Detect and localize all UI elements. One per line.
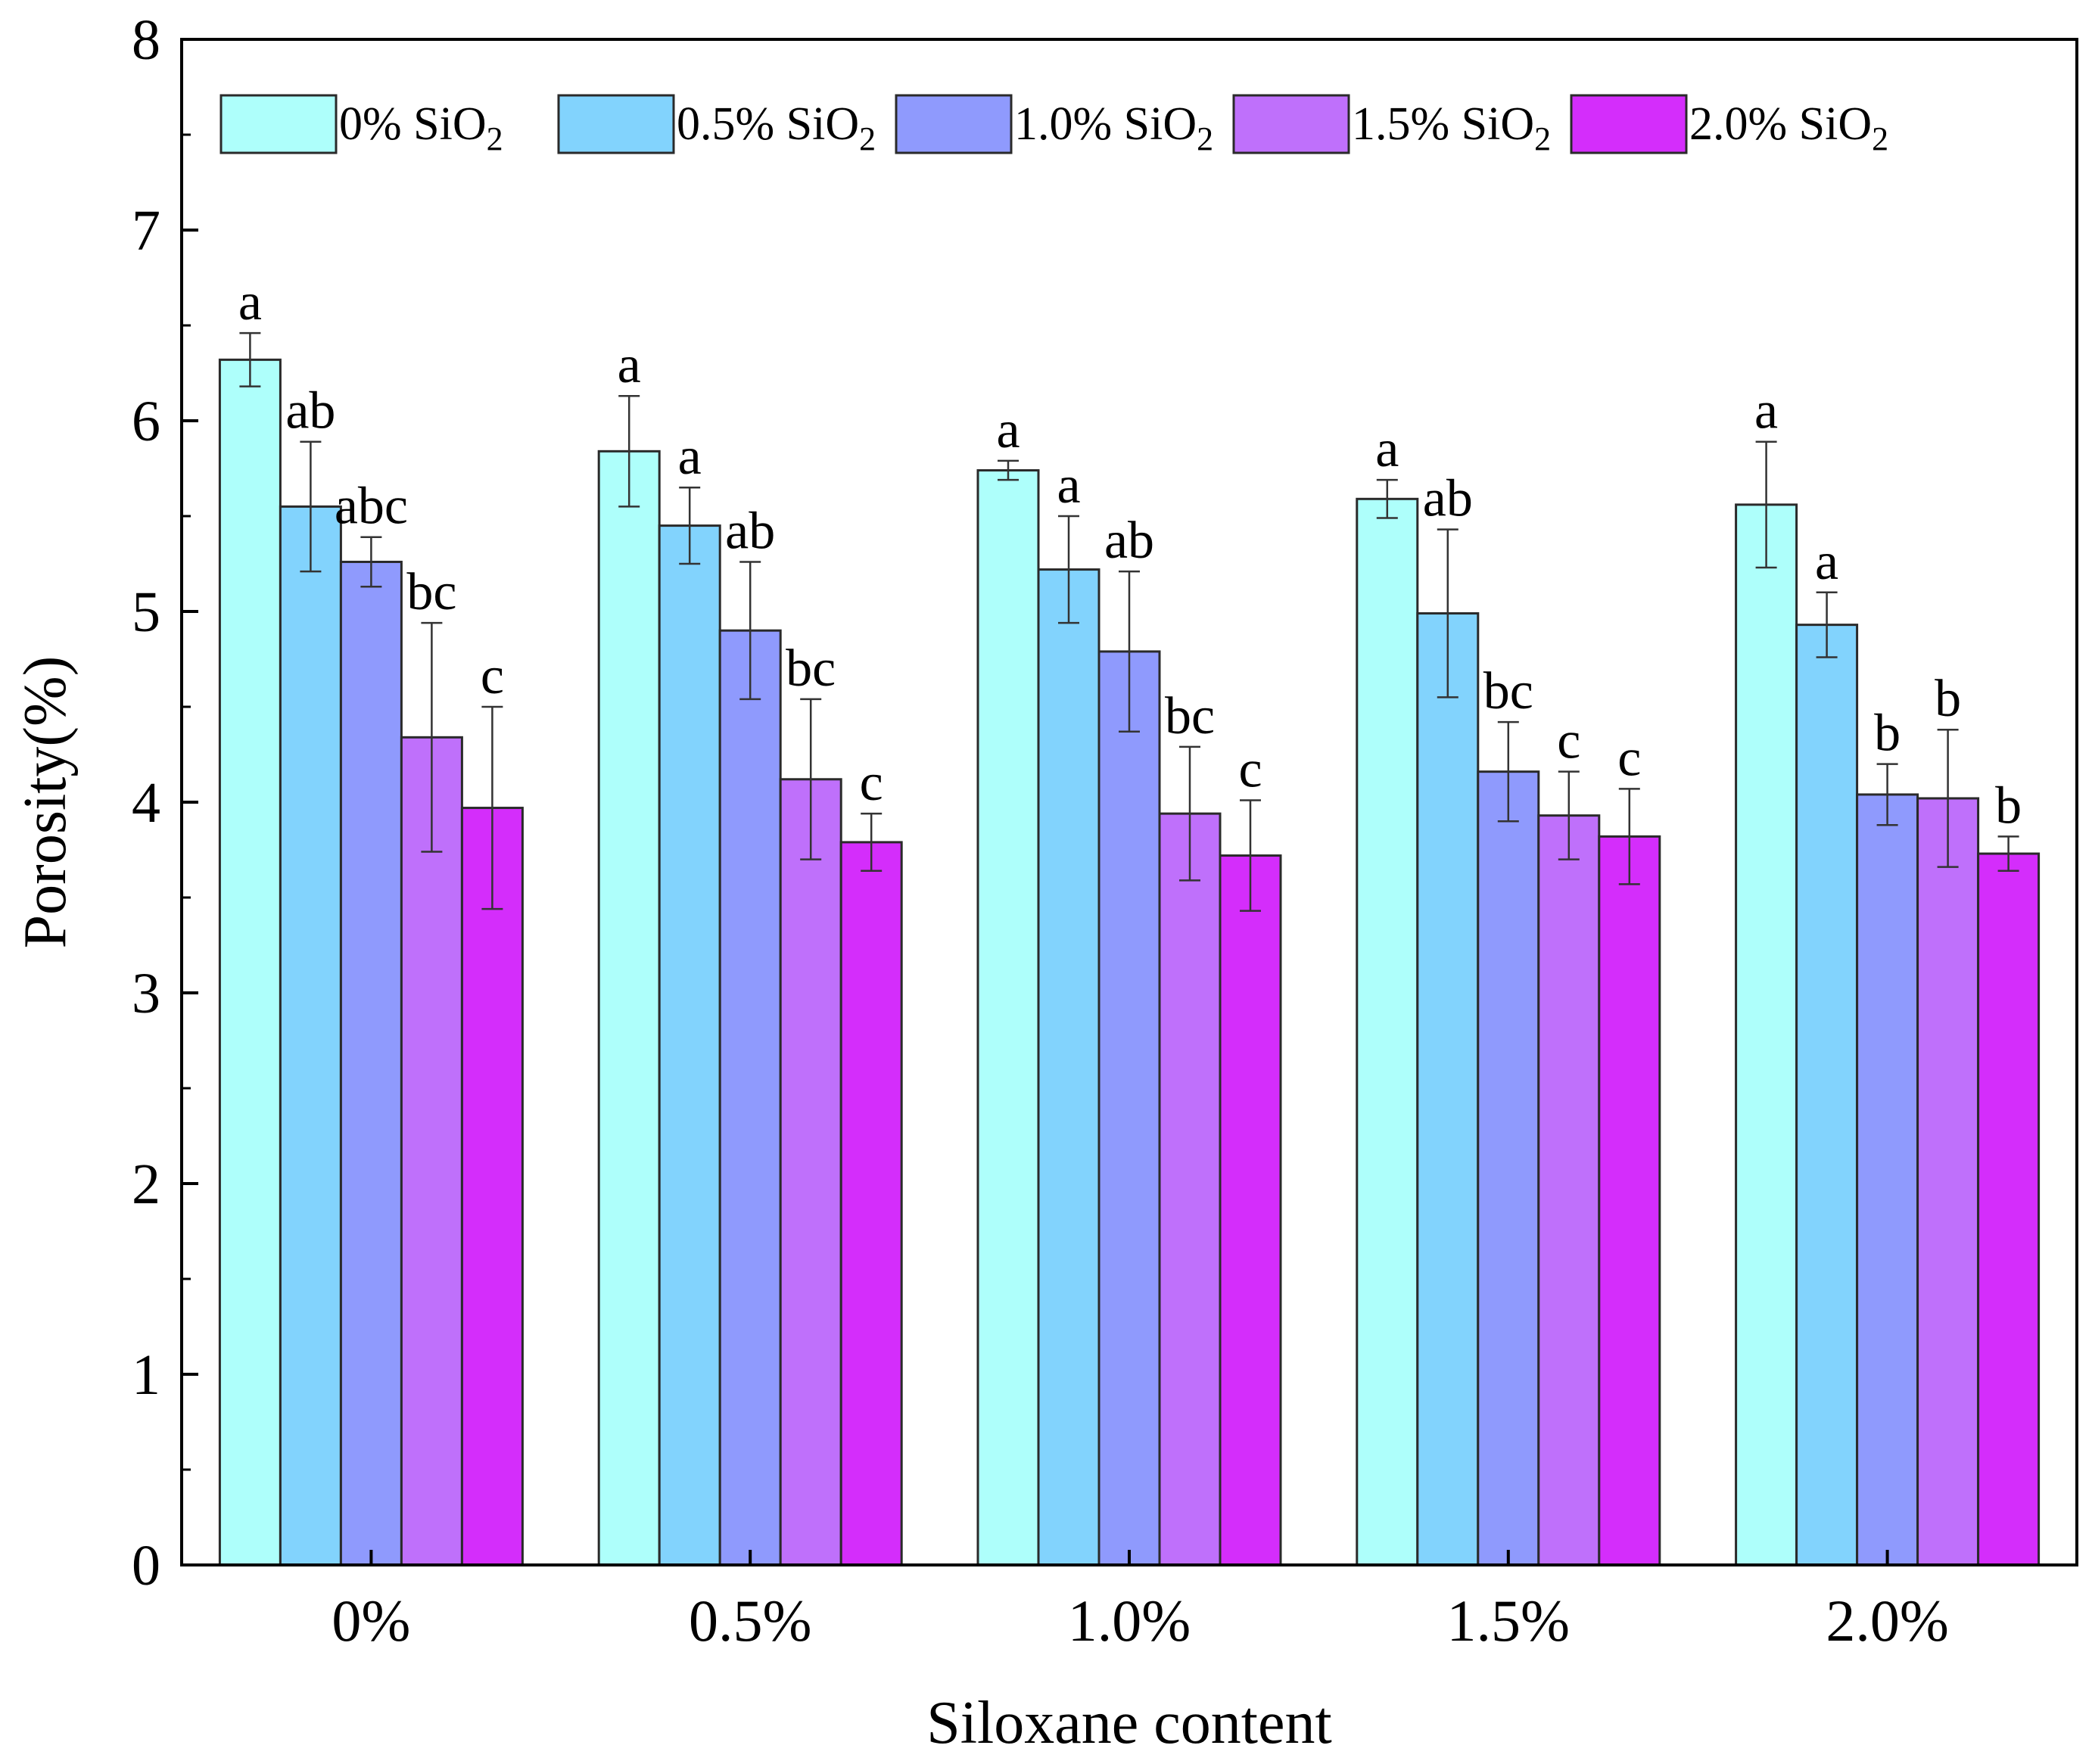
x-tick-label: 2.0%	[1826, 1588, 1948, 1654]
error-bars-layer	[239, 331, 2019, 912]
bar-1-0-sio2-3	[1097, 650, 1161, 1566]
legend-label-main: 0.5% SiO	[677, 98, 859, 150]
bar-1-0-sio2-2	[718, 629, 782, 1566]
significance-letter: c	[860, 754, 883, 812]
legend-swatch	[557, 94, 675, 154]
bar-0-sio2-4	[1356, 497, 1419, 1566]
y-tick-label: 7	[132, 199, 160, 263]
y-tick-label: 1	[132, 1343, 160, 1407]
y-axis-title: Porosity(%)	[12, 656, 79, 949]
bar-1-0-sio2-1	[339, 560, 403, 1566]
bars-layer	[218, 358, 2041, 1566]
bar-0-5-sio2-4	[1416, 612, 1480, 1566]
x-axis-title: Siloxane content	[926, 1690, 1331, 1756]
y-tick-label: 5	[132, 580, 160, 644]
significance-letter: a	[996, 401, 1020, 459]
y-tick-label: 4	[132, 771, 160, 835]
significance-letter: a	[618, 336, 641, 394]
bar-0-5-sio2-3	[1037, 568, 1100, 1566]
legend-label-subscript: 2	[1197, 120, 1213, 157]
bar-1-0-sio2-5	[1856, 793, 1919, 1566]
legend-label-subscript: 2	[1872, 120, 1888, 157]
bar-0-5-sio2-5	[1795, 624, 1859, 1566]
bar-0-sio2-3	[976, 469, 1040, 1566]
significance-letter: abc	[335, 478, 408, 536]
legend-swatch	[219, 94, 338, 154]
bar-0-5-sio2-2	[658, 524, 721, 1566]
x-tick-label: 1.0%	[1068, 1588, 1191, 1654]
y-tick-label: 6	[132, 390, 160, 453]
y-tick-label: 0	[132, 1534, 160, 1598]
bar-1-0-sio2-4	[1477, 770, 1540, 1566]
significance-letter: b	[1995, 776, 2022, 835]
significance-letter: c	[1557, 712, 1580, 770]
bar-2-0-sio2-4	[1598, 835, 1661, 1566]
x-tick-label: 0%	[332, 1588, 410, 1654]
significance-letter: ab	[285, 382, 335, 440]
y-tick-label: 8	[132, 8, 160, 72]
bar-1-5-sio2-1	[400, 736, 463, 1566]
y-tick-label: 3	[132, 962, 160, 1025]
x-tick-label: 0.5%	[689, 1588, 811, 1654]
significance-letter: a	[1375, 420, 1399, 478]
significance-letter: c	[481, 647, 504, 705]
legend-label-main: 0% SiO	[339, 98, 487, 150]
legend-swatch	[895, 94, 1013, 154]
bar-0-sio2-5	[1735, 503, 1798, 1566]
legend-label: 0% SiO2	[339, 98, 503, 157]
significance-letter: c	[1617, 729, 1641, 787]
significance-letter: ab	[1423, 470, 1473, 528]
x-axis: 0% 0.5% 1.0% 1.5% 2.0%	[332, 1550, 1949, 1654]
bar-2-0-sio2-2	[839, 841, 903, 1566]
y-tick-label: 2	[132, 1153, 160, 1216]
bar-2-0-sio2-3	[1219, 854, 1282, 1566]
legend: 0% SiO2 0.5% SiO2 1.0% SiO2 1.5% SiO2 2.0% S…	[219, 94, 1888, 157]
significance-letter: b	[1874, 705, 1901, 763]
bar-2-0-sio2-5	[1977, 852, 2041, 1566]
legend-label: 1.0% SiO2	[1014, 98, 1213, 157]
legend-label-main: 1.5% SiO	[1352, 98, 1534, 150]
y-axis: 0 1 2 3 4 5 6 7 8	[132, 8, 198, 1598]
significance-letter: a	[238, 273, 262, 331]
bar-0-sio2-2	[597, 450, 661, 1566]
bar-2-0-sio2-1	[460, 807, 524, 1566]
significance-letter: a	[1754, 382, 1778, 440]
significance-letter: bc	[786, 639, 836, 698]
significance-letter: bc	[1483, 662, 1533, 720]
significance-letter: a	[1057, 456, 1080, 515]
legend-label-main: 2.0% SiO	[1689, 98, 1872, 150]
significance-letter: a	[1815, 533, 1838, 591]
legend-label-main: 1.0% SiO	[1014, 98, 1197, 150]
legend-label: 0.5% SiO2	[677, 98, 876, 157]
legend-swatch	[1570, 94, 1688, 154]
legend-label-subscript: 2	[487, 120, 503, 157]
bar-1-5-sio2-2	[779, 778, 842, 1566]
significance-letter: ab	[1104, 512, 1154, 570]
significance-letter: b	[1935, 670, 1961, 728]
legend-label-subscript: 2	[859, 120, 876, 157]
x-tick-label: 1.5%	[1447, 1588, 1570, 1654]
significance-letter: ab	[725, 502, 775, 560]
legend-label: 1.5% SiO2	[1352, 98, 1551, 157]
legend-label-subscript: 2	[1534, 120, 1551, 157]
bar-1-5-sio2-5	[1916, 797, 1980, 1566]
significance-letter: bc	[406, 563, 456, 621]
significance-letter: bc	[1165, 687, 1215, 745]
legend-swatch	[1232, 94, 1350, 154]
significance-letter: c	[1238, 740, 1262, 798]
bar-0-sio2-1	[218, 358, 282, 1566]
legend-label: 2.0% SiO2	[1689, 98, 1888, 157]
bar-0-5-sio2-1	[279, 505, 342, 1566]
significance-letter: a	[678, 428, 702, 486]
bar-1-5-sio2-4	[1537, 814, 1601, 1566]
bar-1-5-sio2-3	[1158, 812, 1222, 1566]
